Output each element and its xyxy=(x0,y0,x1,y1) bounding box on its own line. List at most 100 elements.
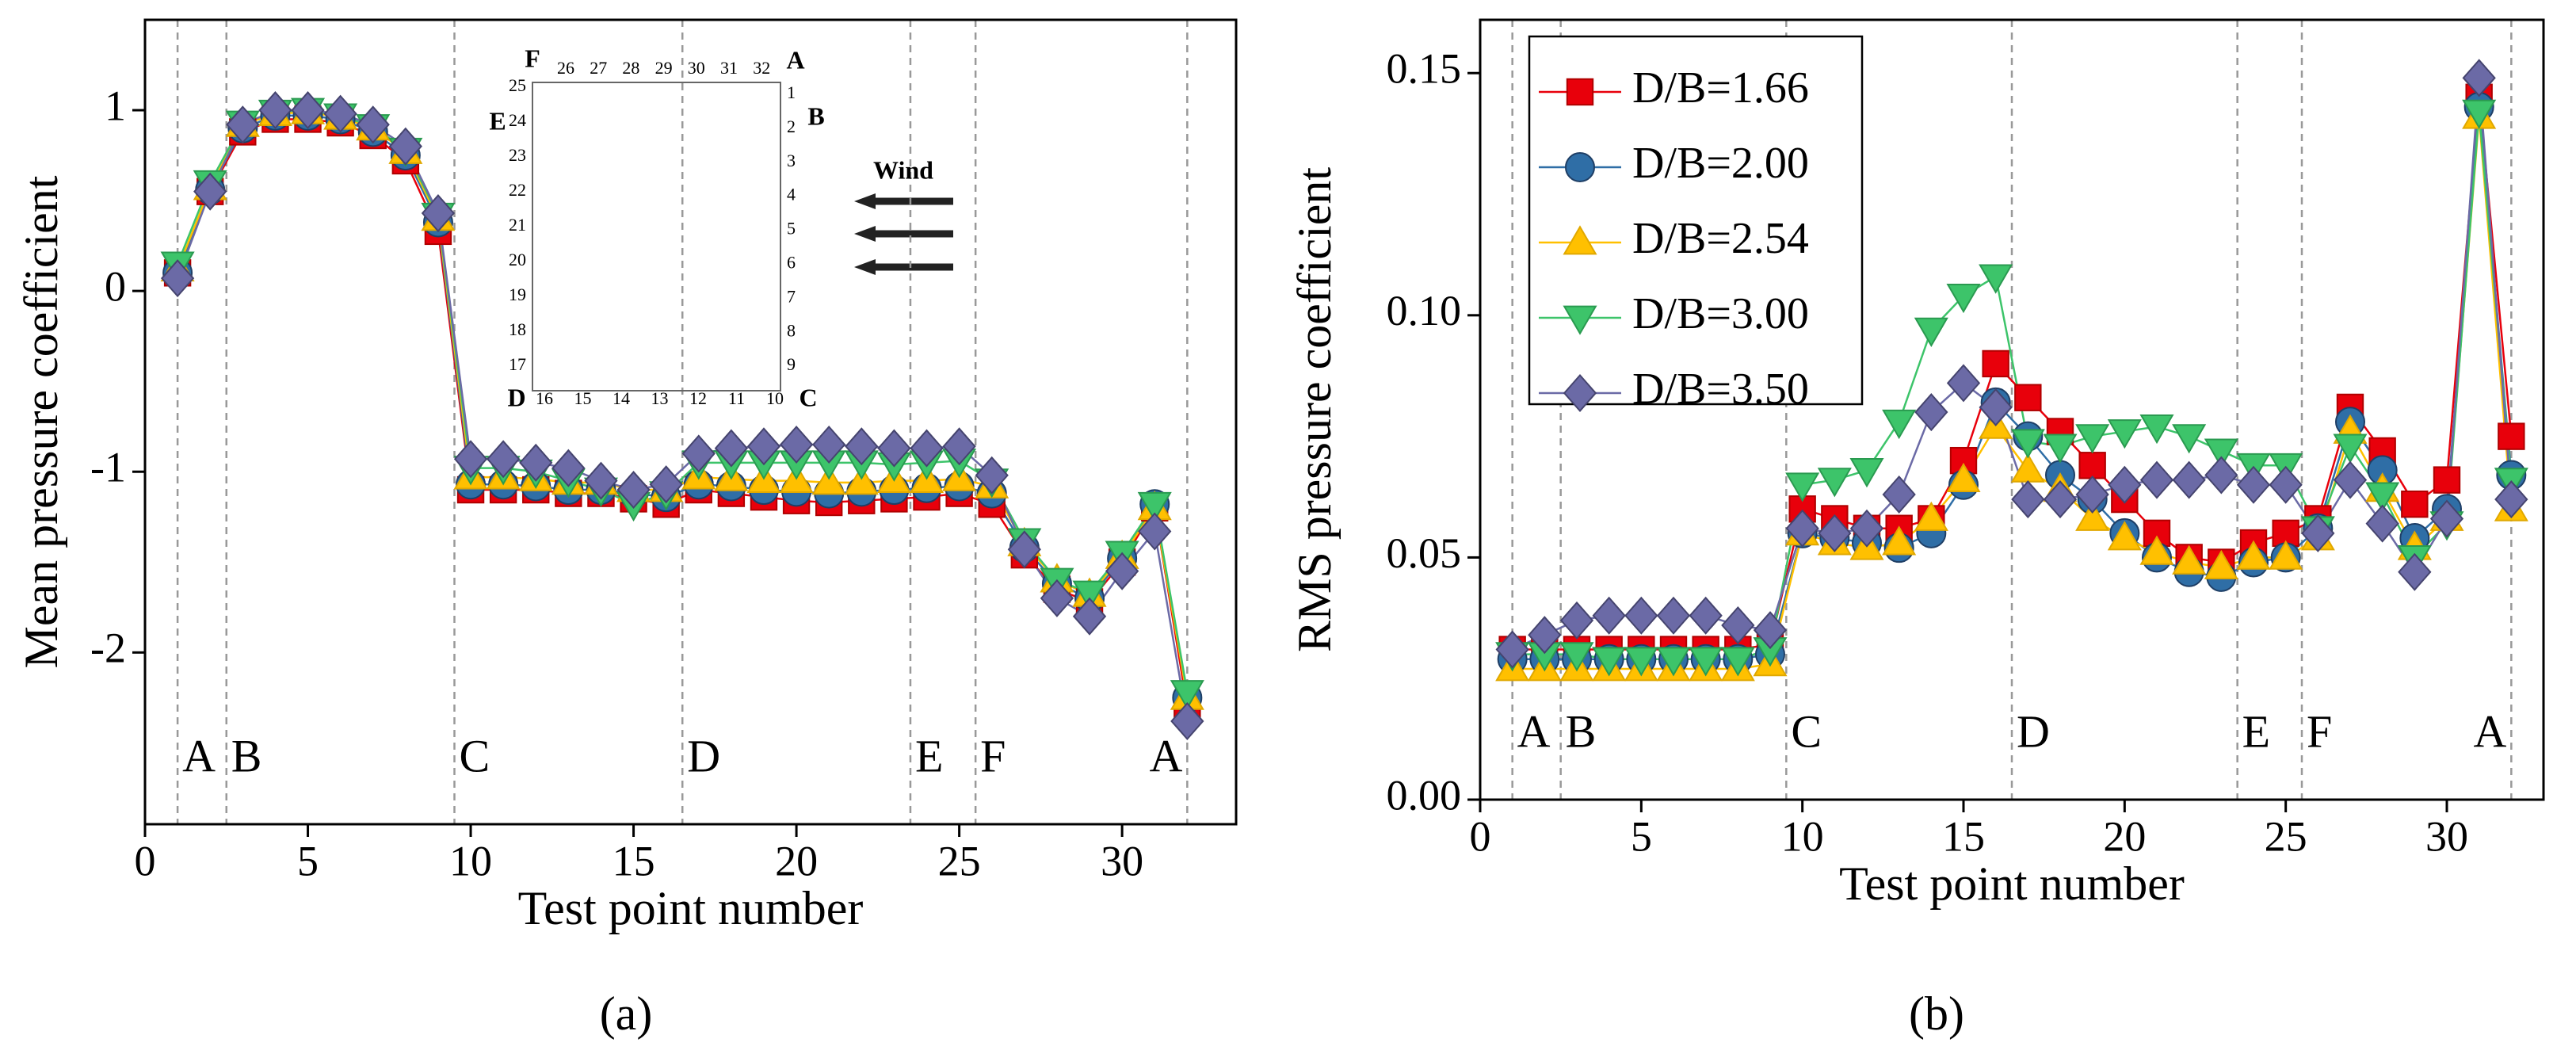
data-point xyxy=(1689,596,1723,635)
data-point xyxy=(2075,501,2110,531)
data-point xyxy=(323,94,357,133)
data-point xyxy=(2333,434,2368,464)
data-point xyxy=(1785,509,1819,548)
data-point xyxy=(2272,519,2299,548)
legend-label: D/B=1.66 xyxy=(1632,63,1809,113)
data-point xyxy=(2078,452,2106,479)
section-label: F xyxy=(2307,705,2332,757)
data-point xyxy=(2429,499,2464,538)
data-point xyxy=(2108,465,2142,504)
data-point xyxy=(1753,611,1788,650)
x-tick-label: 20 xyxy=(775,837,818,884)
wind-arrows xyxy=(854,193,953,275)
y-axis-title: RMS pressure coefficient xyxy=(1288,167,1341,652)
data-point xyxy=(1979,264,2013,294)
legend-marker xyxy=(1563,373,1597,413)
plot-frame xyxy=(1479,18,2545,801)
section-label: D xyxy=(2017,705,2050,757)
section-label: B xyxy=(1566,705,1597,757)
y-tick-label: -1 xyxy=(90,444,126,491)
data-point xyxy=(1817,468,1852,498)
data-point xyxy=(2172,424,2207,454)
data-point xyxy=(1882,475,1916,514)
point-label: 4 xyxy=(787,185,796,204)
data-point xyxy=(1105,552,1139,590)
data-point xyxy=(812,425,846,464)
data-point xyxy=(2139,535,2174,565)
data-point xyxy=(2365,504,2399,543)
data-point xyxy=(1882,525,1917,556)
point-label: 21 xyxy=(509,215,526,235)
data-point xyxy=(2172,460,2206,499)
x-tick-label: 5 xyxy=(1631,812,1652,860)
data-point xyxy=(2011,480,2045,519)
data-point xyxy=(1592,596,1626,635)
point-label: 20 xyxy=(509,250,526,269)
data-point xyxy=(291,91,325,130)
y-tick-label: -2 xyxy=(90,624,126,672)
data-point xyxy=(1720,647,1755,677)
data-point xyxy=(1849,509,1884,548)
point-label: 23 xyxy=(509,145,526,165)
section-label: F xyxy=(980,730,1006,781)
data-point xyxy=(1914,317,1948,347)
x-tick-label: 15 xyxy=(613,837,655,884)
point-label: 18 xyxy=(509,319,526,339)
x-axis-title: Test point number xyxy=(1839,857,2185,910)
arrow-head xyxy=(854,193,876,209)
panel-label: (b) xyxy=(1909,987,1964,1040)
data-point xyxy=(1624,647,1658,677)
data-point xyxy=(714,429,749,468)
data-point xyxy=(844,465,879,495)
section-label: E xyxy=(2242,705,2270,757)
point-label: 11 xyxy=(728,388,745,408)
data-point xyxy=(649,465,683,504)
data-point xyxy=(1170,680,1204,710)
point-label: 6 xyxy=(787,253,796,273)
point-label: 9 xyxy=(787,354,796,374)
point-label: 7 xyxy=(787,286,796,306)
y-tick-label: 0 xyxy=(105,263,126,311)
data-point xyxy=(1528,616,1562,655)
data-point xyxy=(811,465,846,495)
data-point xyxy=(2043,434,2078,464)
data-point xyxy=(2333,460,2368,499)
point-label: 14 xyxy=(613,388,630,408)
data-point xyxy=(1946,283,1981,314)
data-point xyxy=(2236,465,2271,504)
arrow-head xyxy=(854,259,876,275)
data-point xyxy=(942,427,976,466)
y-tick-label: 0.15 xyxy=(1387,45,1462,93)
y-tick-label: 1 xyxy=(105,82,126,129)
data-point xyxy=(2433,466,2461,494)
data-point xyxy=(421,194,456,233)
data-point xyxy=(2365,482,2400,512)
data-point xyxy=(258,91,292,130)
data-point xyxy=(1559,601,1594,640)
y-axis-title: Mean pressure coefficient xyxy=(15,175,67,668)
data-point xyxy=(1072,597,1107,636)
data-point xyxy=(2075,475,2109,514)
x-tick-label: 30 xyxy=(2425,812,2468,860)
point-label: 26 xyxy=(557,58,574,78)
plot-frame xyxy=(143,18,1238,826)
data-point xyxy=(845,427,879,466)
point-label: 2 xyxy=(787,116,796,136)
data-point xyxy=(1495,630,1529,669)
point-label: 10 xyxy=(766,388,784,408)
data-point xyxy=(1592,647,1627,677)
point-label: 1 xyxy=(787,82,796,102)
point-label: 25 xyxy=(509,75,526,95)
section-label: A xyxy=(2473,705,2506,757)
data-point xyxy=(2204,456,2238,495)
data-point xyxy=(1137,491,1172,522)
legend-label: D/B=3.50 xyxy=(1632,365,1809,414)
data-point xyxy=(1138,512,1172,551)
legend-label: D/B=3.00 xyxy=(1632,289,1809,338)
data-point xyxy=(616,471,651,510)
corner-label: F xyxy=(525,44,540,72)
x-tick-label: 5 xyxy=(297,837,319,884)
legend-marker xyxy=(1563,225,1597,255)
data-point xyxy=(2043,480,2078,519)
